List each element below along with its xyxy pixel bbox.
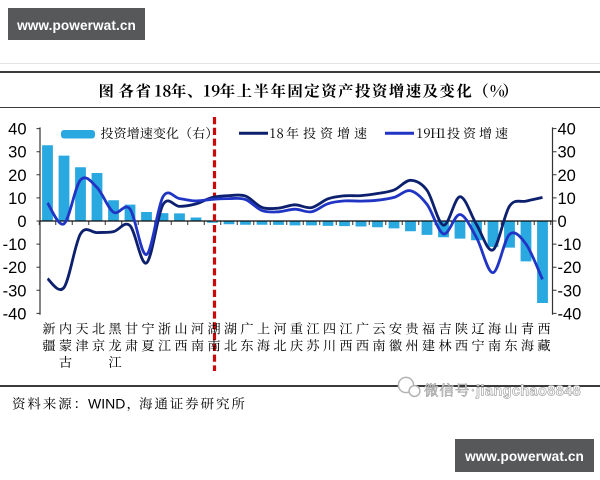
svg-text:10: 10	[558, 190, 576, 208]
svg-text:jiangchao8848: jiangchao8848	[475, 384, 581, 400]
svg-text:30: 30	[558, 144, 576, 162]
svg-text:40: 40	[8, 121, 26, 139]
svg-text:-30: -30	[558, 282, 582, 300]
svg-text:-20: -20	[558, 259, 582, 277]
svg-text:-10: -10	[3, 236, 27, 254]
svg-text:10: 10	[8, 190, 26, 208]
svg-text:-10: -10	[558, 236, 582, 254]
svg-text:WIND: WIND	[88, 396, 125, 412]
svg-text:-40: -40	[3, 305, 27, 323]
svg-text:20: 20	[558, 167, 576, 185]
svg-text:0: 0	[558, 213, 567, 231]
svg-text:-30: -30	[3, 282, 27, 300]
svg-text:-40: -40	[558, 305, 582, 323]
svg-text:0: 0	[17, 213, 26, 231]
svg-text:-20: -20	[3, 259, 27, 277]
svg-text:30: 30	[8, 144, 26, 162]
svg-text:20: 20	[8, 167, 26, 185]
svg-text:40: 40	[558, 121, 576, 139]
